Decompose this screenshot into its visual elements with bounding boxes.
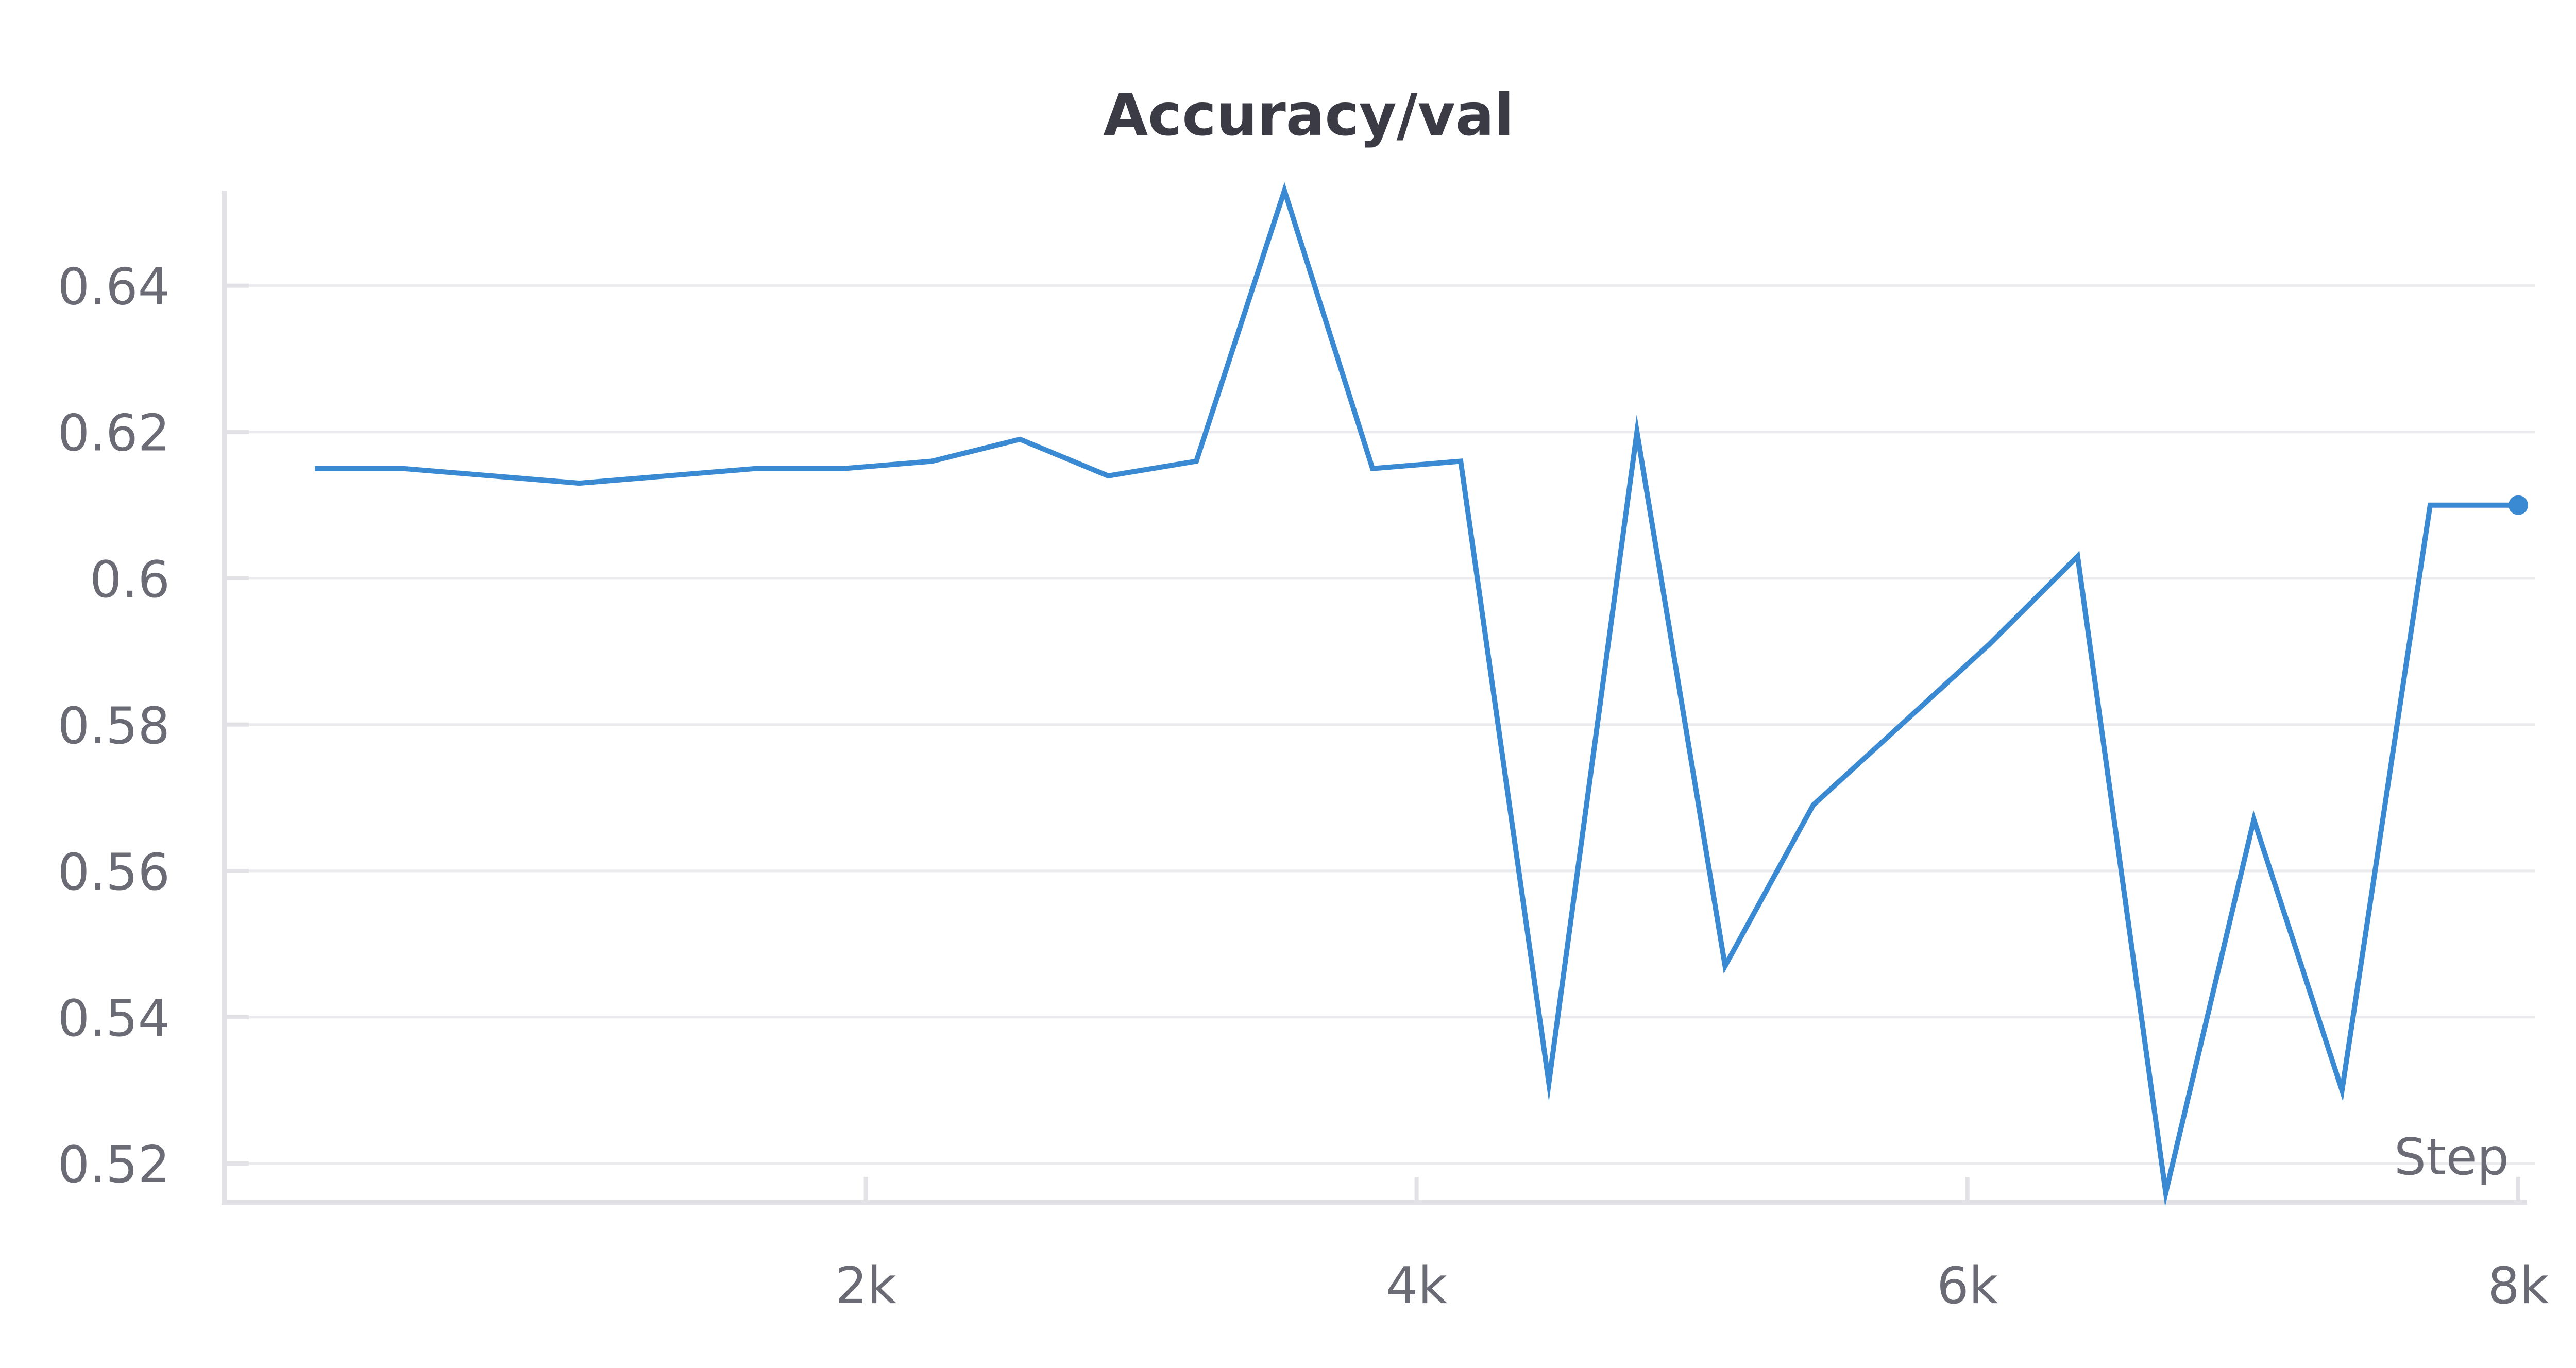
axes <box>222 191 2527 1205</box>
y-tick-label: 0.6 <box>90 551 170 609</box>
y-tick-label: 0.56 <box>58 843 170 902</box>
y-tick-label: 0.62 <box>58 404 170 463</box>
series-line <box>315 182 2518 1207</box>
x-tick-label: 4k <box>1386 1257 1447 1315</box>
series-group <box>315 182 2528 1207</box>
y-tick-label: 0.52 <box>58 1136 170 1194</box>
y-axis-ticks: 0.52 0.54 0.56 0.58 0.6 0.62 0.64 <box>58 258 249 1194</box>
grid-lines <box>224 284 2535 1165</box>
y-tick-label: 0.64 <box>58 258 170 317</box>
x-axis-ticks: 2k 4k 6k 8k <box>835 1177 2549 1315</box>
x-axis-label: Step <box>2394 1128 2509 1187</box>
chart-title: Accuracy/val <box>1103 82 1514 149</box>
x-tick-label: 6k <box>1937 1257 1998 1315</box>
y-tick-label: 0.54 <box>58 989 170 1048</box>
y-tick-label: 0.58 <box>58 697 170 756</box>
x-tick-label: 2k <box>835 1257 896 1315</box>
x-tick-label: 8k <box>2487 1257 2549 1315</box>
series-end-point <box>2508 495 2528 515</box>
